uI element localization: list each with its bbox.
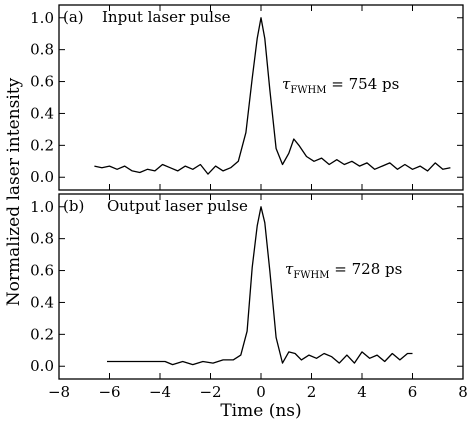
input-pulse-line — [94, 17, 451, 175]
panel-b-title: Output laser pulse — [107, 197, 248, 215]
fwhm-value: = 728 ps — [330, 260, 403, 278]
x-tick-label: 6 — [408, 383, 418, 401]
y-tick-label: 0.6 — [30, 73, 54, 91]
y-tick-label: 0.6 — [30, 262, 54, 280]
fwhm-subscript: FWHM — [290, 85, 326, 96]
x-tick-label: −2 — [199, 383, 221, 401]
y-tick-label: 0.2 — [30, 325, 54, 343]
x-tick-label: −6 — [98, 383, 120, 401]
y-tick-label: 0.0 — [30, 168, 54, 186]
panel-a-frame — [58, 4, 464, 191]
x-tick-label: −8 — [48, 383, 70, 401]
x-axis-label: Time (ns) — [220, 401, 301, 421]
tau-symbol: τ — [285, 260, 294, 278]
y-tick-label: 1.0 — [30, 9, 54, 27]
y-tick-label: 0.2 — [30, 136, 54, 154]
output-pulse-line — [107, 206, 413, 366]
y-tick-label: 0.4 — [30, 293, 54, 311]
x-tick-label: −4 — [149, 383, 171, 401]
x-tick-label: 8 — [458, 383, 468, 401]
panel-a-label: (a) — [63, 8, 84, 26]
y-tick-label: 0.0 — [30, 357, 54, 375]
y-tick-label: 0.4 — [30, 104, 54, 122]
y-tick-label: 1.0 — [30, 198, 54, 216]
panel-a-fwhm-annotation: τFWHM = 754 ps — [282, 75, 399, 96]
fwhm-subscript: FWHM — [293, 270, 329, 281]
x-tick-label: 0 — [256, 383, 266, 401]
y-tick-label: 0.8 — [30, 230, 54, 248]
panel-b-fwhm-annotation: τFWHM = 728 ps — [285, 260, 402, 281]
x-tick-label: 2 — [307, 383, 317, 401]
x-tick-label: 4 — [357, 383, 367, 401]
tau-symbol: τ — [282, 75, 291, 93]
y-tick-label: 0.8 — [30, 41, 54, 59]
panel-b: 0.0 0.2 0.4 0.6 0.8 1.0 −8 −6 −4 −2 0 2 4 6 8 (b) Outp… — [30, 193, 468, 401]
panel-b-frame — [58, 193, 464, 380]
fwhm-value: = 754 ps — [327, 75, 400, 93]
panel-b-label: (b) — [63, 197, 84, 215]
y-axis-label: Normalized laser intensity — [4, 77, 24, 306]
panel-a: 0.0 0.2 0.4 0.6 0.8 1.0 (a) Input laser pulse… — [30, 4, 464, 191]
panel-a-title: Input laser pulse — [102, 8, 231, 26]
